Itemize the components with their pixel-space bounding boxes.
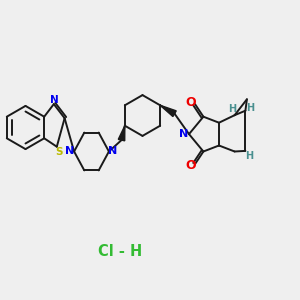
Text: H: H: [228, 104, 236, 114]
Text: Cl - H: Cl - H: [98, 244, 142, 260]
Polygon shape: [160, 105, 176, 117]
Text: O: O: [185, 96, 196, 109]
Text: H: H: [246, 103, 254, 113]
Text: N: N: [109, 146, 118, 157]
Text: O: O: [185, 159, 196, 172]
Text: N: N: [65, 146, 74, 157]
Text: S: S: [56, 146, 63, 157]
Text: H: H: [245, 151, 253, 161]
Polygon shape: [118, 126, 125, 141]
Text: N: N: [179, 129, 188, 139]
Text: N: N: [50, 95, 59, 105]
